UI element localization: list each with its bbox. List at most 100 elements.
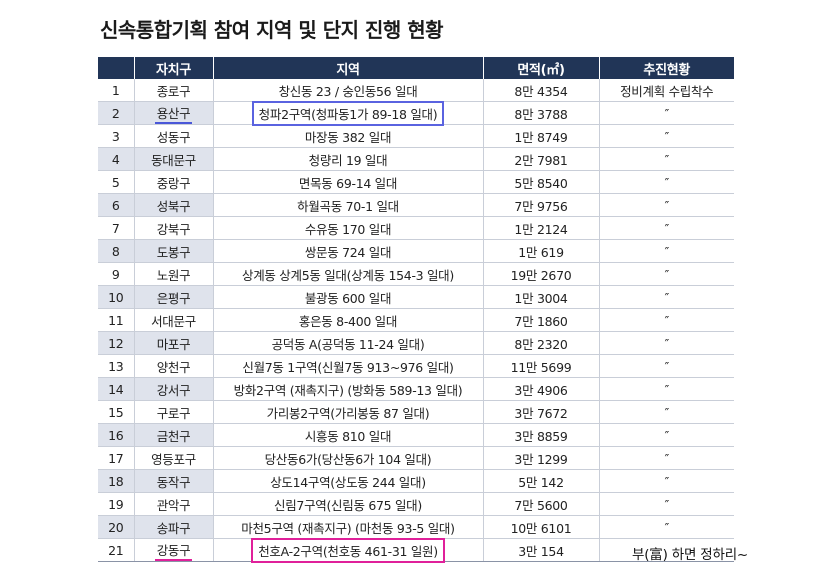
district-cell: 성북구 (133, 193, 213, 217)
status-cell: ″ (598, 469, 734, 493)
row-number-text: 15 (108, 404, 124, 420)
table-row: 16 금천구 시흥동 810 일대 3만 8859 ″ (98, 423, 734, 447)
district-cell: 동대문구 (133, 147, 213, 171)
status-cell-text: ″ (664, 128, 670, 144)
status-cell (598, 538, 734, 562)
table-row: 2 용산구 청파2구역(청파동1가 89-18 일대) 8만 3788 ″ (98, 100, 734, 126)
district-cell-text: 노원구 (156, 267, 191, 283)
size-cell: 1만 2124 (482, 216, 599, 240)
row-number: 16 (98, 423, 134, 447)
size-cell-text: 5만 8540 (514, 175, 568, 191)
table-row: 11 서대문구 홍은동 8-400 일대 7만 1860 ″ (98, 308, 734, 332)
area-cell-text: 쌍문동 724 일대 (304, 244, 392, 260)
status-cell-text: ″ (664, 266, 670, 282)
size-cell-text: 11만 5699 (510, 359, 572, 375)
size-cell: 7만 1860 (482, 308, 599, 332)
row-number: 5 (98, 170, 134, 194)
area-cell-text: 방화2구역 (재촉지구) (방화동 589-13 일대) (233, 382, 463, 398)
area-cell-text: 홍은동 8-400 일대 (298, 313, 398, 329)
size-cell-text: 8만 4354 (514, 83, 568, 99)
area-cell-text: 마장동 382 일대 (304, 129, 392, 145)
size-cell-text: 7만 9756 (514, 198, 568, 214)
table-header-row: 자치구 지역 면적(㎡) 추진현황 (98, 57, 734, 79)
status-cell: ″ (598, 170, 734, 194)
status-cell: ″ (598, 124, 734, 148)
size-cell: 10만 6101 (482, 515, 599, 539)
status-cell-text: ″ (664, 427, 670, 443)
area-cell: 창신동 23 / 숭인동56 일대 (212, 79, 483, 102)
table-row: 6 성북구 하월곡동 70-1 일대 7만 9756 ″ (98, 193, 734, 217)
area-cell: 쌍문동 724 일대 (212, 239, 483, 263)
size-cell-text: 19만 2670 (510, 267, 572, 283)
size-cell-text: 3만 154 (518, 543, 564, 559)
size-cell-text: 7만 1860 (514, 313, 568, 329)
district-cell: 노원구 (133, 262, 213, 286)
size-cell: 3만 1299 (482, 446, 599, 470)
area-cell: 당산동6가(당산동6가 104 일대) (212, 446, 483, 470)
size-cell-text: 2만 7981 (514, 152, 568, 168)
status-cell: ″ (598, 285, 734, 309)
size-cell-text: 3만 1299 (514, 451, 568, 467)
status-cell: ″ (598, 308, 734, 332)
row-number: 20 (98, 515, 134, 539)
status-cell: ″ (598, 216, 734, 240)
area-cell-text: 신림7구역(신림동 675 일대) (274, 497, 422, 513)
status-cell: ″ (598, 101, 734, 125)
status-cell-text: ″ (664, 220, 670, 236)
area-cell-text: 가리봉2구역(가리봉동 87 일대) (266, 405, 430, 421)
status-cell-text: ″ (664, 243, 670, 259)
header-district: 자치구 (133, 57, 213, 79)
area-cell-text: 공덕동 A(공덕동 11-24 일대) (271, 336, 425, 352)
annotation-note: 부(富) 하면 정하리~ (632, 547, 749, 563)
status-cell-text: ″ (664, 404, 670, 420)
size-cell-text: 1만 2124 (514, 221, 568, 237)
status-cell-text: ″ (664, 174, 670, 190)
district-cell-text: 관악구 (156, 497, 191, 513)
status-cell-text: ″ (664, 335, 670, 351)
district-cell-text: 성동구 (156, 129, 191, 145)
status-cell-text: ″ (664, 358, 670, 374)
table-row: 4 동대문구 청량리 19 일대 2만 7981 ″ (98, 147, 734, 171)
area-cell-text: 청량리 19 일대 (308, 152, 388, 168)
table-row: 20 송파구 마천5구역 (재촉지구) (마천동 93-5 일대) 10만 6101 ″ (98, 515, 734, 539)
status-cell: ″ (598, 193, 734, 217)
row-number-text: 11 (108, 312, 124, 328)
size-cell: 7만 5600 (482, 492, 599, 516)
status-cell-text: ″ (664, 473, 670, 489)
status-cell: ″ (598, 515, 734, 539)
size-cell: 3만 4906 (482, 377, 599, 401)
area-cell-text: 시흥동 810 일대 (304, 428, 392, 444)
row-number: 15 (98, 400, 134, 424)
district-cell: 강동구 (133, 538, 213, 562)
header-no (98, 57, 134, 79)
row-number-text: 21 (108, 542, 124, 558)
district-cell-text: 영등포구 (151, 451, 196, 467)
size-cell: 1만 3004 (482, 285, 599, 309)
district-cell-text: 구로구 (156, 405, 191, 421)
row-number: 9 (98, 262, 134, 286)
area-cell: 상도14구역(상도동 244 일대) (212, 469, 483, 493)
district-cell-text: 강서구 (156, 382, 191, 398)
district-cell: 관악구 (133, 492, 213, 516)
area-cell: 청량리 19 일대 (212, 147, 483, 171)
size-cell: 8만 4354 (482, 79, 599, 102)
status-cell: ″ (598, 423, 734, 447)
size-cell-text: 3만 7672 (514, 405, 568, 421)
district-cell: 성동구 (133, 124, 213, 148)
area-cell-text: 당산동6가(당산동6가 104 일대) (264, 451, 432, 467)
size-cell-text: 5만 142 (518, 474, 564, 490)
area-cell: 마천5구역 (재촉지구) (마천동 93-5 일대) (212, 515, 483, 539)
row-number: 13 (98, 354, 134, 378)
area-cell: 불광동 600 일대 (212, 285, 483, 309)
area-cell: 공덕동 A(공덕동 11-24 일대) (212, 331, 483, 355)
district-cell: 도봉구 (133, 239, 213, 263)
row-number-text: 8 (111, 243, 120, 259)
area-cell: 청파2구역(청파동1가 89-18 일대) (212, 100, 483, 126)
size-cell: 19만 2670 (482, 262, 599, 286)
area-cell-text: 수유동 170 일대 (304, 221, 392, 237)
district-cell-text: 동작구 (156, 474, 191, 490)
header-status: 추진현황 (598, 57, 734, 79)
area-cell-text: 불광동 600 일대 (304, 290, 392, 306)
row-number: 4 (98, 147, 134, 171)
district-cell: 금천구 (133, 423, 213, 447)
